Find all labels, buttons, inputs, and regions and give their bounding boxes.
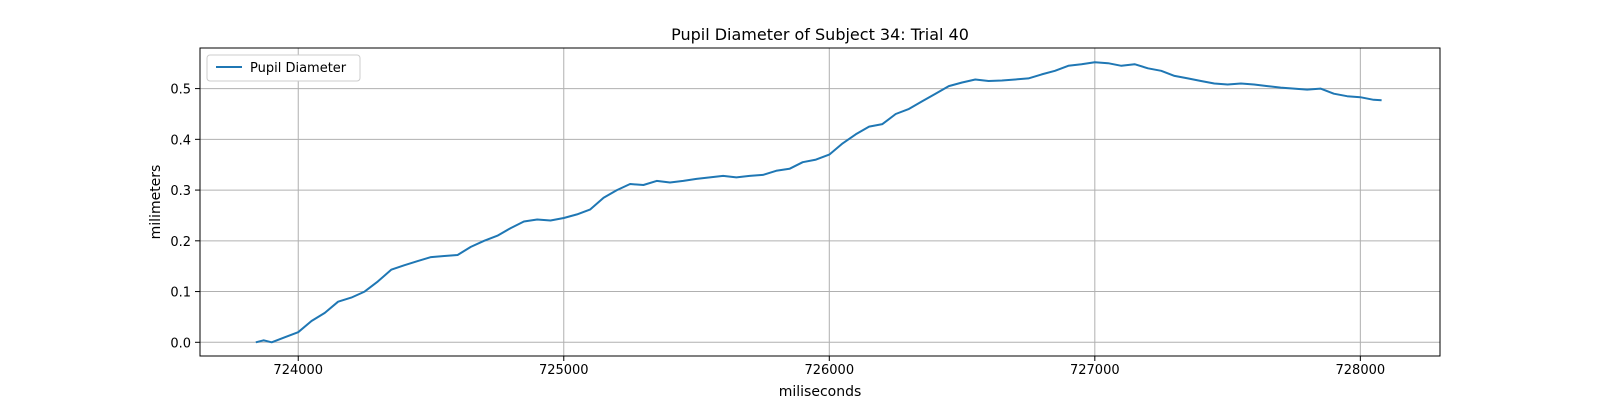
y-tick-label: 0.0 — [170, 336, 191, 351]
axes-frame — [199, 47, 1441, 357]
y-tick-label: 0.5 — [170, 83, 191, 98]
y-tick-label: 0.4 — [170, 133, 191, 148]
y-tick-label: 0.2 — [170, 235, 191, 250]
chart-title: Pupil Diameter of Subject 34: Trial 40 — [671, 25, 969, 44]
x-tick-label: 726000 — [804, 363, 854, 378]
x-tick-label: 724000 — [273, 363, 323, 378]
x-axis-label: miliseconds — [779, 384, 862, 400]
x-tick-label: 728000 — [1336, 363, 1386, 378]
series-line-pupil-diameter — [255, 61, 1382, 344]
ticks: 724000 725000 726000 727000 728000 0.0 0.1 0.2 0… — [170, 83, 1385, 378]
plot-area — [255, 61, 1382, 344]
y-tick-label: 0.3 — [170, 184, 191, 199]
x-tick-label: 727000 — [1070, 363, 1120, 378]
legend-box — [206, 54, 361, 82]
y-tick-label: 0.1 — [170, 286, 191, 301]
grid — [200, 48, 1440, 356]
y-axis-label: milimeters — [148, 165, 164, 240]
legend-label: Pupil Diameter — [250, 61, 347, 76]
legend: Pupil Diameter — [206, 54, 361, 82]
x-tick-label: 725000 — [539, 363, 589, 378]
